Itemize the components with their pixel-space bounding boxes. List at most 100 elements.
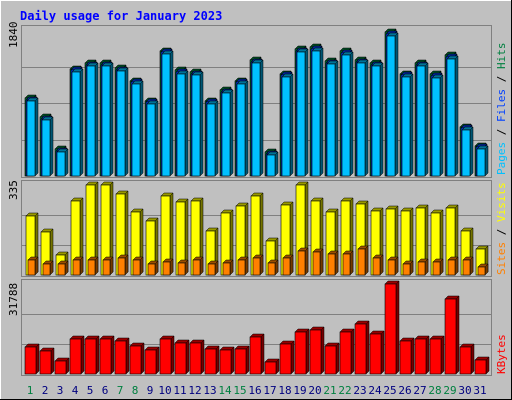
day-label: 10 (158, 384, 171, 397)
kbytes-bar-side (425, 335, 430, 375)
pages-bar (206, 103, 216, 177)
legend-sep-3: / (495, 222, 508, 242)
kbytes-bar-side (305, 328, 310, 375)
kbytes-bar (354, 323, 367, 375)
sites-bar (117, 257, 126, 276)
kbytes-bar-side (365, 320, 370, 375)
pages-bar-side (334, 60, 339, 177)
sites-bar-side (304, 247, 309, 276)
day-label: 3 (57, 384, 64, 397)
pages-bar-side (394, 32, 399, 177)
hits-max-label: 1840 (7, 22, 20, 49)
sites-bar-side (319, 248, 324, 276)
kbytes-bar-side (80, 335, 85, 375)
sites-bar (432, 261, 441, 276)
sites-bar (372, 257, 381, 276)
sites-bar-side (379, 254, 384, 276)
kbytes-bar (339, 331, 352, 375)
legend-hits: Hits (495, 43, 508, 70)
pages-bar-side (229, 89, 234, 177)
kbytes-bar (384, 283, 397, 375)
day-label: 26 (398, 384, 411, 397)
visits-max-label: 335 (7, 180, 20, 200)
day-labels: 1 2 3 4 5 6 7 8 9 10 11 12 13 14 15 16 17 18 19 20 21 22 23 24 2… (27, 384, 487, 397)
pages-bar (221, 92, 231, 177)
kbytes-bar-side (410, 337, 415, 375)
pages-bar (476, 148, 486, 177)
kbytes-bar (204, 348, 217, 375)
pages-bar (266, 154, 276, 177)
kbytes-bar (144, 349, 157, 375)
day-label: 28 (428, 384, 441, 397)
day-label: 1 (27, 384, 34, 397)
day-label: 17 (263, 384, 276, 397)
svg-text:KBytes: KBytes (495, 334, 508, 374)
kbytes-bar (249, 336, 262, 375)
pages-bar-side (214, 100, 219, 177)
day-label: 7 (117, 384, 124, 397)
kbytes-max-label: 31788 (7, 283, 20, 316)
pages-bar (191, 74, 201, 177)
legend-kbytes: KBytes (495, 334, 508, 374)
pages-bar-side (319, 47, 324, 177)
day-label: 13 (203, 384, 216, 397)
pages-bar-side (49, 116, 54, 177)
pages-bar-side (199, 71, 204, 177)
kbytes-bar-side (260, 333, 265, 375)
pages-bar-side (409, 73, 414, 177)
chart-title: Daily usage for January 2023 (20, 9, 222, 23)
pages-bar-side (94, 62, 99, 177)
kbytes-bar-side (200, 339, 205, 375)
sites-bar-side (334, 250, 339, 276)
sites-bar-side (124, 254, 129, 276)
legend-files: Files (495, 89, 508, 122)
kbytes-bar (174, 342, 187, 375)
sites-bar (267, 262, 276, 276)
pages-bar (431, 77, 441, 177)
sites-bar-side (289, 254, 294, 276)
pages-bar-side (454, 55, 459, 177)
sites-bar-side (109, 256, 114, 276)
kbytes-bar (324, 345, 337, 375)
kbytes-bar-side (245, 345, 250, 375)
kbytes-bar-side (50, 347, 55, 375)
pages-bar-side (34, 97, 39, 177)
pages-bar-side (139, 80, 144, 177)
day-label: 11 (173, 384, 186, 397)
pages-bar (281, 76, 291, 177)
sites-bar (222, 262, 231, 276)
kbytes-bar (234, 348, 247, 375)
pages-bar (161, 53, 171, 177)
kbytes-bar (129, 345, 142, 375)
pages-bar (401, 76, 411, 177)
kbytes-bar (189, 342, 202, 375)
sites-bar-side (424, 258, 429, 276)
sites-bar-side (349, 250, 354, 276)
pages-bar (236, 83, 246, 177)
sites-bar (177, 262, 186, 276)
kbytes-bar-side (320, 326, 325, 375)
pages-bar-side (109, 62, 114, 177)
kbytes-bar (84, 338, 97, 375)
kbytes-bar (444, 298, 457, 375)
pages-bar (86, 65, 96, 177)
kbytes-bar-side (140, 342, 145, 375)
pages-bar (386, 35, 396, 177)
day-label: 23 (353, 384, 366, 397)
kbytes-bar (99, 338, 112, 375)
day-label: 30 (458, 384, 471, 397)
pages-bar-side (439, 74, 444, 177)
kbytes-bar-side (275, 358, 280, 375)
kbytes-bar-side (335, 342, 340, 375)
pages-bar-side (169, 50, 174, 177)
sites-bar (462, 259, 471, 276)
kbytes-bar-side (350, 328, 355, 375)
sites-bar (237, 259, 246, 276)
kbytes-bar (474, 359, 487, 375)
sites-bar-side (34, 256, 39, 276)
sites-bar-side (394, 256, 399, 276)
pages-bar (341, 54, 351, 177)
kbytes-bar (39, 350, 52, 375)
kbytes-bar-side (470, 343, 475, 375)
kbytes-bar (399, 340, 412, 375)
